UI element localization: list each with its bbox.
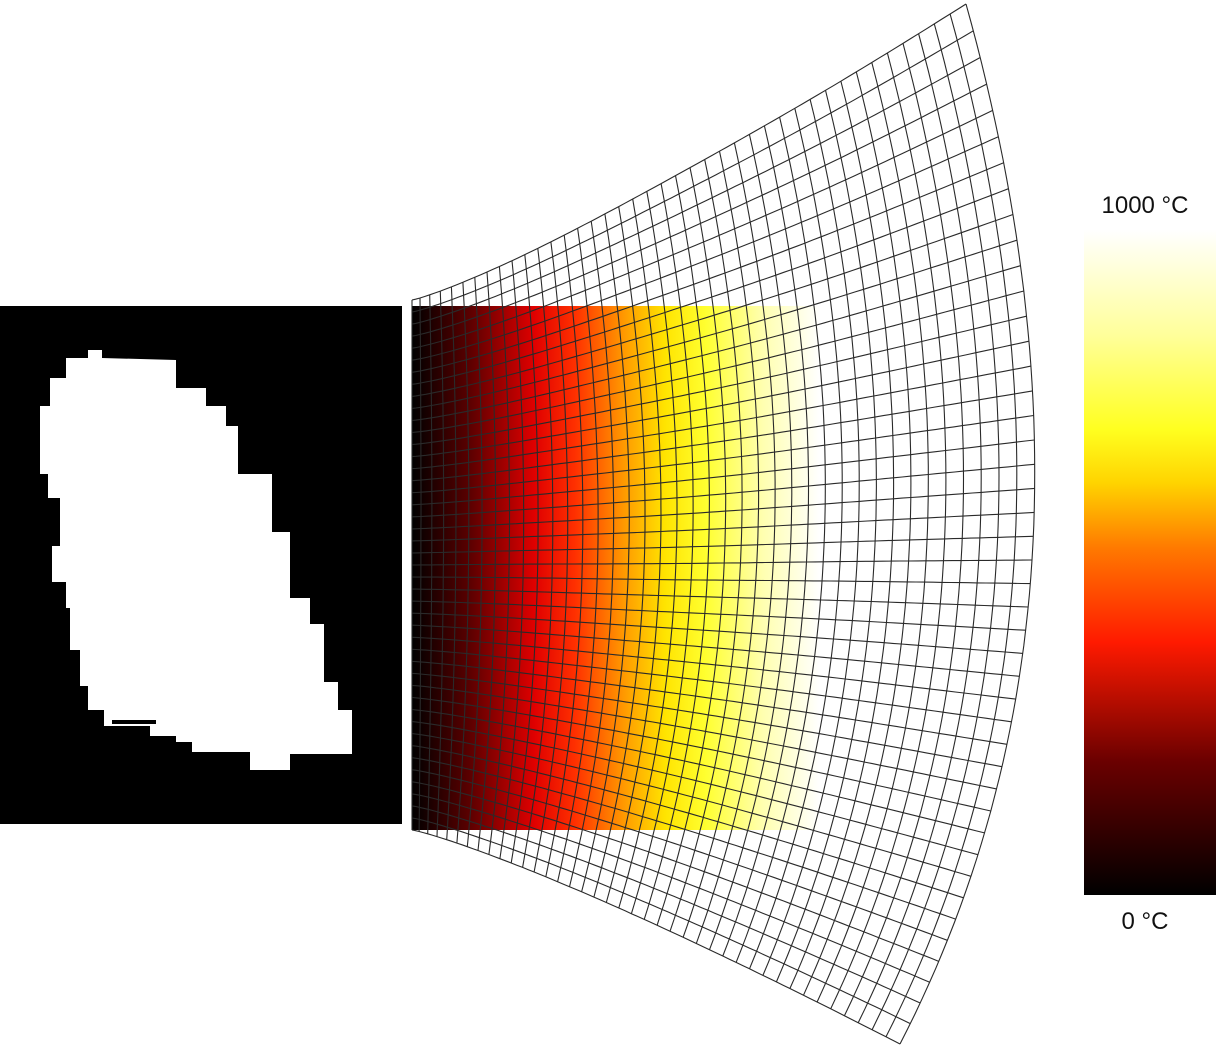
mesh-row-line [411, 463, 1035, 518]
mesh-column-line [843, 43, 965, 1016]
mesh-row-line [411, 535, 1034, 554]
mesh-row-line [411, 390, 1033, 482]
mesh-row-line [411, 239, 1018, 409]
mesh-row-line [411, 708, 985, 834]
colorbar-gradient [1084, 230, 1216, 895]
mesh-row-line [411, 109, 993, 349]
mesh-row-line [411, 672, 1003, 768]
mesh-row-line [411, 188, 1009, 385]
mesh-row-line [411, 757, 956, 920]
mesh-row-line [411, 30, 974, 313]
mesh-row-line [411, 162, 1004, 373]
mesh-row-line [411, 684, 997, 790]
mesh-row-line [411, 624, 1020, 677]
mask-white-blob [40, 350, 352, 770]
mesh-row-line [411, 829, 901, 1045]
mesh-row-line [411, 721, 979, 856]
mesh-row-line [411, 213, 1014, 397]
mesh-row-line [411, 290, 1024, 434]
mesh-row-line [411, 636, 1016, 700]
mesh-row-line [411, 365, 1032, 470]
binary-mask-panel [0, 306, 402, 824]
mesh-row-line [411, 745, 964, 899]
mesh-row-line [411, 805, 921, 1004]
mesh-panel [408, 0, 1044, 1051]
mask-shape-svg [0, 306, 402, 824]
mesh-row-line [411, 817, 911, 1025]
mesh-row-line [411, 487, 1035, 530]
mesh-row-line [412, 588, 1029, 608]
mesh-row-line [411, 83, 987, 337]
mesh-row-line [411, 439, 1035, 506]
mesh-row-line [411, 340, 1030, 458]
mesh-row-line [411, 600, 1026, 631]
mesh-column-line [830, 52, 947, 1010]
mesh-row-line [412, 559, 1033, 566]
mesh-row-line [411, 612, 1023, 654]
mesh-svg [411, 3, 1036, 1045]
mesh-row-line [411, 733, 972, 877]
mesh-row-line [411, 793, 930, 983]
mesh-column-line [899, 3, 1036, 1045]
mesh-row-line [411, 3, 967, 301]
mesh-row-line [411, 136, 999, 361]
colorbar-max-label: 1000 °C [1101, 192, 1189, 219]
mesh-column-line [885, 13, 1018, 1038]
mesh-row-line [411, 265, 1021, 422]
mesh-row-line [411, 648, 1012, 723]
colorbar-min-label: 0 °C [1121, 908, 1169, 935]
mesh-row-line [411, 781, 939, 962]
colorbar: 1000 °C 0 °C [1060, 180, 1230, 940]
mesh-row-line [411, 769, 948, 941]
mesh-row-line [411, 511, 1035, 542]
mesh-grid [411, 3, 1036, 1045]
mesh-column-line [816, 62, 929, 1003]
mesh-row-line [411, 414, 1034, 494]
mesh-row-line [411, 660, 1007, 745]
mask-notch [112, 720, 156, 724]
mesh-row-line [411, 57, 981, 325]
mesh-row-line [411, 576, 1031, 585]
mesh-row-line [411, 315, 1027, 446]
mesh-row-line [411, 696, 991, 812]
